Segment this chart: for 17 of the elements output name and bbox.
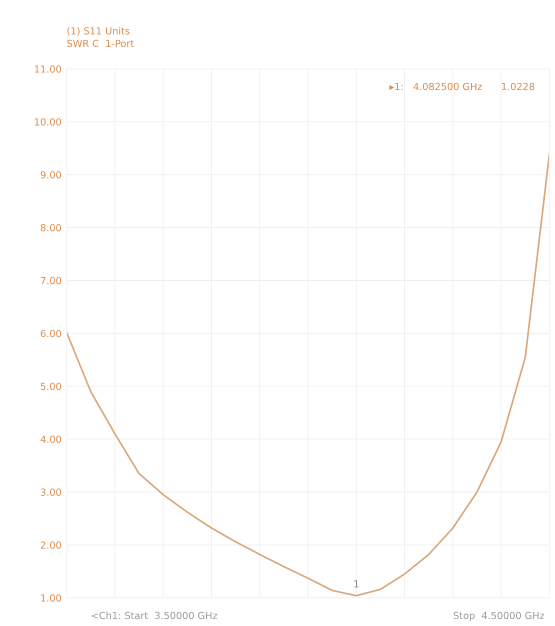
y-tick-label: 11.00	[34, 65, 62, 73]
y-tick-label: 9.00	[40, 171, 62, 178]
chart-title: (1) S11 Units	[67, 27, 130, 36]
text: Stop 4.50000 GHz	[454, 612, 544, 622]
y-tick-label: 10.00	[34, 118, 62, 126]
y-tick-label: 4.00	[40, 436, 62, 443]
y-tick-label: 1.00	[41, 594, 62, 602]
chart-subtitle: SWR C 1-Port	[67, 40, 134, 48]
annotation: 1	[354, 580, 359, 588]
text: <Ch1: Start 3.50000 GHz	[92, 612, 218, 620]
y-tick-label: 2.00	[40, 541, 62, 549]
y-tick-label: 8.00	[40, 224, 62, 232]
y-tick-label: 5.00	[40, 382, 62, 390]
y-tick-label: 3.00	[40, 488, 62, 496]
y-tick-label: 7.00	[40, 276, 62, 284]
annotation: ▸1: 4.082500 GHz 1.0228	[389, 82, 534, 90]
y-tick-label: 6.00	[40, 330, 62, 338]
